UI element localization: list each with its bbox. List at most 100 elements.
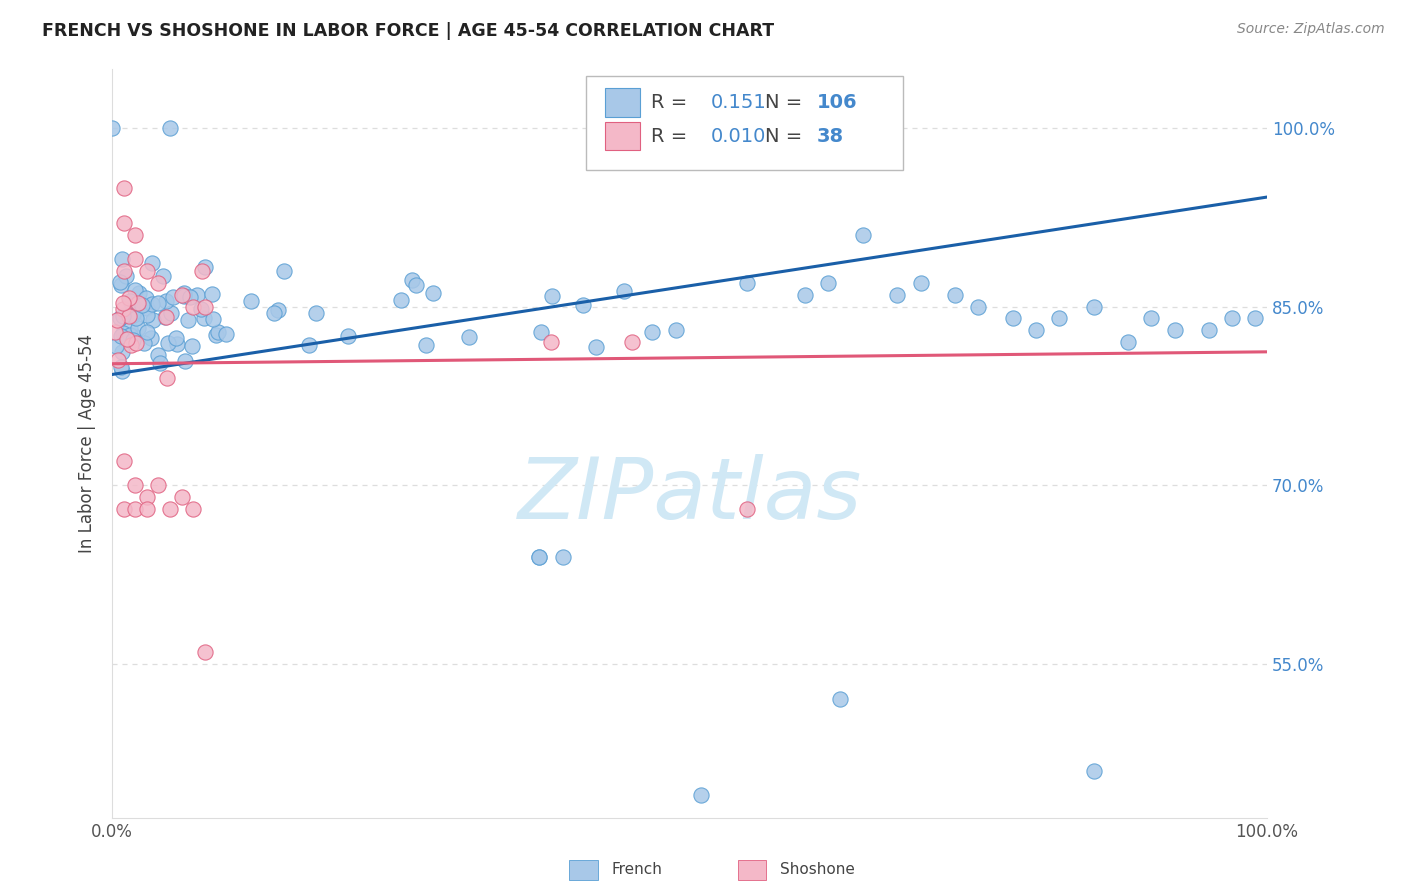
Point [201,311,224,326]
Point [141,331,163,345]
Text: ZIPatlas: ZIPatlas [517,455,862,538]
Point [405,277,427,292]
Point [194,645,217,659]
Text: N =: N = [765,93,801,112]
Point [141,256,163,270]
Point [131,298,153,312]
Point [1047,311,1070,326]
Text: R =: R = [651,127,695,145]
Point [157,335,180,350]
Point [817,276,839,290]
Point [828,692,851,706]
Point [239,293,262,308]
Point [115,268,138,283]
Point [111,310,134,324]
Point [125,310,148,325]
Point [111,344,134,359]
Point [1244,311,1267,326]
Point [422,285,444,300]
FancyBboxPatch shape [586,76,903,169]
Point [207,325,229,339]
Point [122,328,145,343]
Point [112,264,135,278]
Point [127,296,149,310]
Point [1140,311,1163,326]
Point [1083,300,1105,314]
Point [186,287,208,301]
Point [155,294,177,309]
Point [142,313,165,327]
Point [620,335,643,350]
Point [110,311,132,326]
Point [1025,323,1047,337]
Point [112,454,135,468]
Point [146,348,169,362]
Point [135,264,157,278]
Point [159,121,181,136]
Point [641,326,664,340]
Text: 38: 38 [817,127,844,145]
Point [173,285,195,300]
Point [585,340,607,354]
Point [967,300,990,314]
Point [1118,335,1140,350]
Point [112,180,135,194]
Point [165,331,187,345]
Point [110,275,132,289]
Point [135,502,157,516]
Text: Source: ZipAtlas.com: Source: ZipAtlas.com [1237,22,1385,37]
Point [190,301,212,316]
Point [122,306,145,320]
Point [124,502,146,516]
Point [112,502,135,516]
Point [156,371,179,385]
Point [110,278,132,293]
Text: 0.151: 0.151 [710,93,766,112]
Point [128,285,150,300]
Point [1198,323,1220,337]
Point [160,306,183,320]
Point [214,327,236,342]
Point [1220,311,1243,326]
Point [120,327,142,342]
Point [124,283,146,297]
Point [148,478,170,492]
Bar [605,122,640,150]
Bar [605,88,640,117]
Point [170,490,193,504]
Point [148,276,170,290]
Point [1163,323,1185,337]
Text: Shoshone: Shoshone [780,863,855,877]
Point [180,339,202,353]
Point [166,336,188,351]
Point [121,298,143,312]
Point [135,490,157,504]
Point [794,287,817,301]
Point [737,276,759,290]
Y-axis label: In Labor Force | Age 45-54: In Labor Force | Age 45-54 [79,334,96,553]
Point [174,353,197,368]
Point [193,311,215,326]
Point [111,326,134,340]
Point [886,287,908,301]
Point [124,228,146,243]
Point [111,301,134,316]
Point [572,298,595,312]
Point [298,338,321,352]
Point [105,313,128,327]
Point [107,353,129,368]
Point [273,264,295,278]
Point [162,290,184,304]
Point [153,310,176,325]
Point [943,287,966,301]
Point [122,333,145,347]
Point [852,228,875,243]
Point [148,296,170,310]
Point [191,264,214,278]
Point [110,329,132,343]
Point [118,292,141,306]
Point [141,297,163,311]
Text: 106: 106 [817,93,858,112]
Point [910,276,932,290]
Point [263,305,285,319]
